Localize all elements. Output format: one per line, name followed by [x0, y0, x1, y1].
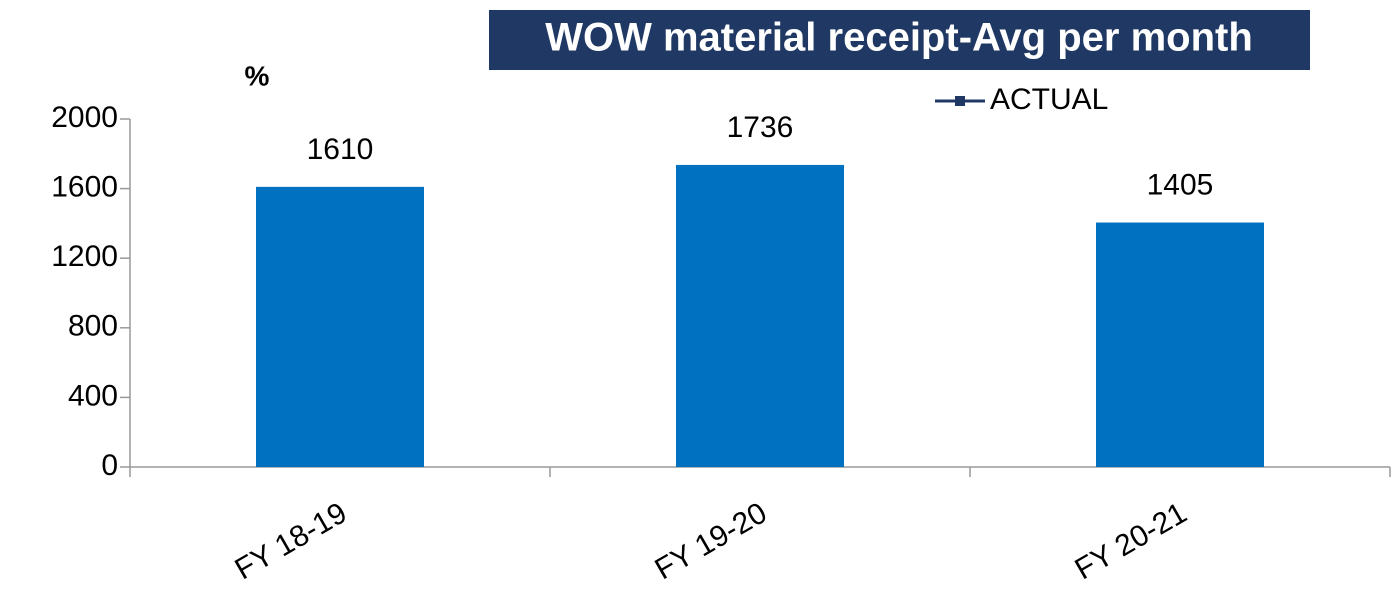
x-tick-label: FY 19-20 — [650, 496, 773, 586]
y-tick-label: 1200 — [51, 240, 118, 273]
bar — [676, 164, 844, 467]
bar — [1096, 222, 1264, 467]
y-tick-label: 800 — [68, 310, 118, 343]
legend-label: ACTUAL — [990, 83, 1108, 116]
data-label: 1405 — [1147, 168, 1214, 201]
y-tick-label: 1600 — [51, 171, 118, 204]
legend-marker — [955, 96, 965, 106]
x-tick-label: FY 20-21 — [1070, 496, 1193, 586]
x-tick-label: FY 18-19 — [230, 496, 353, 586]
title-background — [489, 10, 1310, 70]
data-label: 1610 — [307, 133, 374, 166]
y-tick-label: 400 — [68, 379, 118, 412]
y-tick-label: 0 — [101, 449, 118, 482]
y-axis-label: % — [245, 60, 270, 91]
y-tick-label: 2000 — [51, 101, 118, 134]
data-label: 1736 — [727, 111, 794, 144]
bar — [256, 186, 424, 468]
chart-title: WOW material receipt-Avg per month — [545, 16, 1253, 60]
